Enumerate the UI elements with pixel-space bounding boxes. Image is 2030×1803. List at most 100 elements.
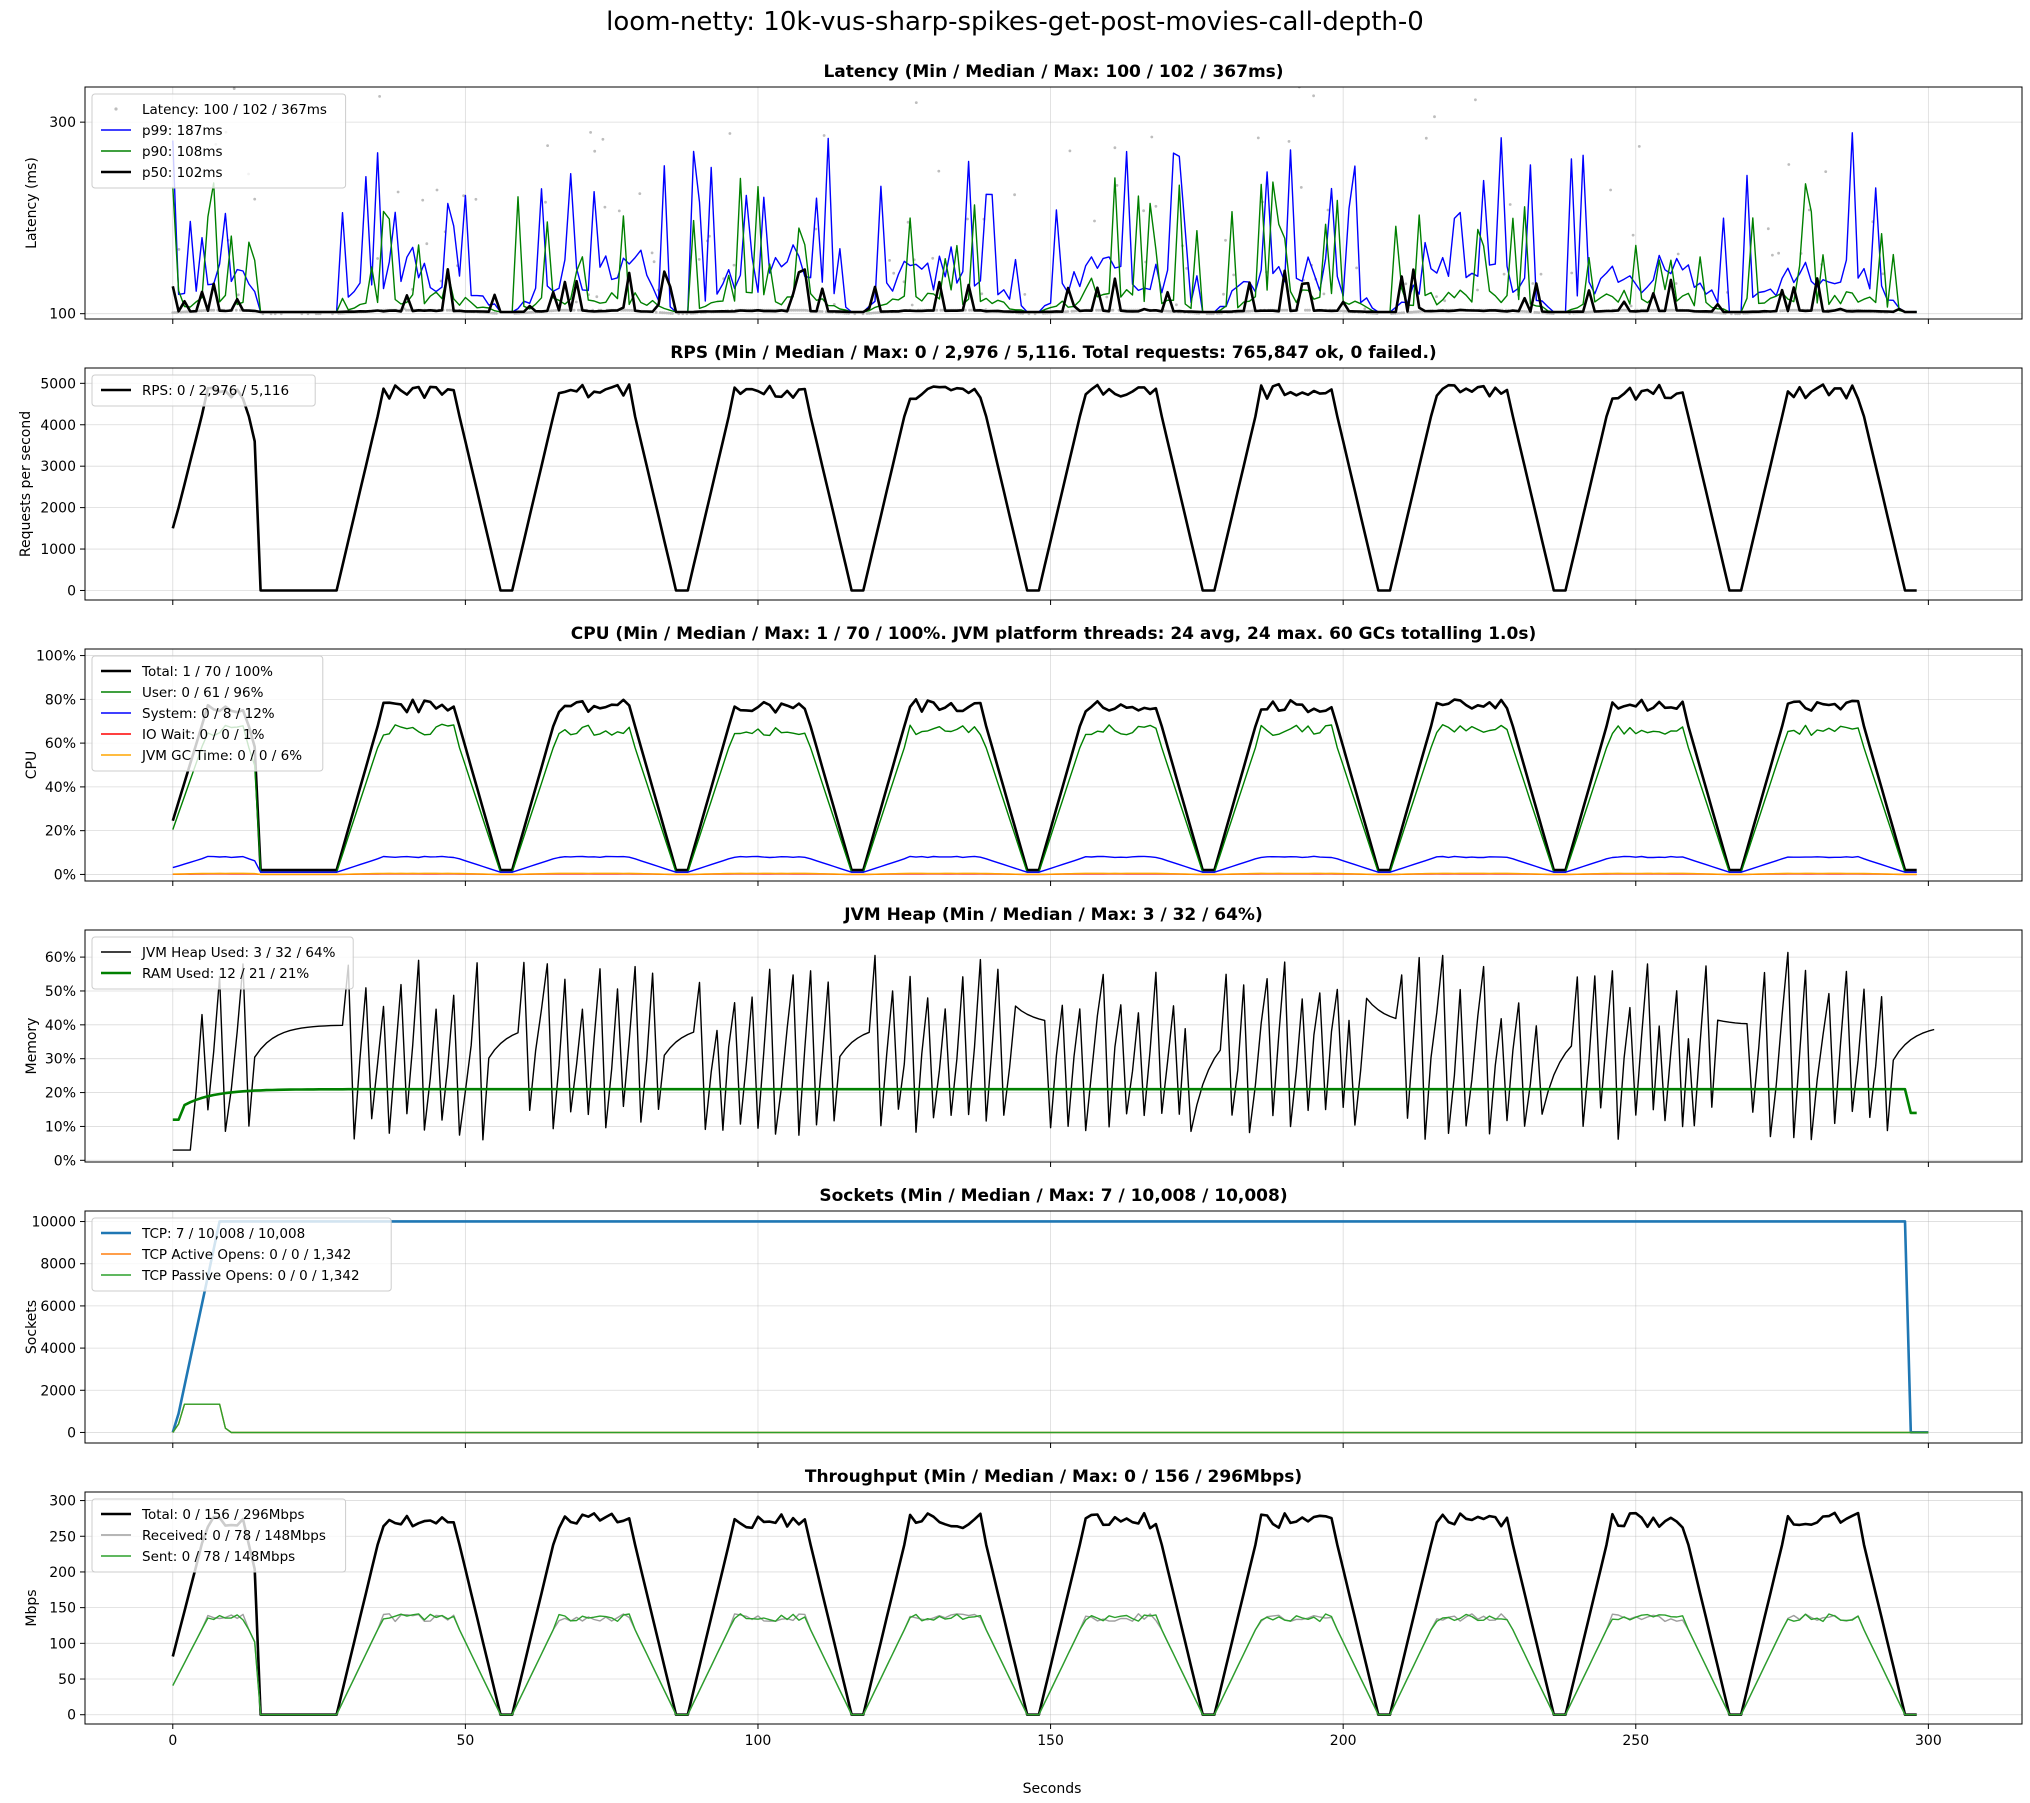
- latency-point: [564, 308, 568, 312]
- latency-point: [671, 312, 674, 315]
- x-tick-label: 250: [1622, 1733, 1649, 1749]
- heap-ytick-label: 30%: [45, 1052, 76, 1068]
- latency-point: [1283, 308, 1287, 312]
- latency-point: [529, 310, 533, 314]
- latency-point: [435, 188, 439, 192]
- latency-point: [1095, 308, 1098, 312]
- latency-point: [1719, 311, 1723, 315]
- latency-point: [820, 310, 824, 313]
- latency-point: [546, 144, 549, 148]
- latency-point: [806, 309, 810, 312]
- cpu-ylabel: CPU: [24, 751, 40, 779]
- latency-point: [1398, 311, 1401, 315]
- latency-point: [421, 198, 425, 202]
- latency-point: [1299, 186, 1303, 189]
- latency-point: [236, 293, 240, 297]
- latency-point: [1115, 184, 1119, 187]
- latency-point: [1363, 307, 1367, 311]
- latency-point: [937, 169, 941, 173]
- latency-point: [662, 311, 666, 315]
- latency-point: [931, 256, 935, 260]
- latency-point: [212, 308, 216, 312]
- latency-point: [1408, 310, 1412, 314]
- sockets-ytick-label: 10000: [31, 1215, 76, 1231]
- latency-point: [697, 258, 701, 261]
- latency-point: [527, 311, 531, 314]
- latency-point: [1013, 193, 1016, 197]
- latency-point: [1474, 98, 1477, 102]
- latency-point: [798, 308, 801, 312]
- latency-point: [1623, 308, 1627, 312]
- latency-point: [1281, 308, 1285, 312]
- rps-ytick-label: 1000: [40, 542, 76, 558]
- latency-point: [378, 95, 381, 98]
- latency-point: [1312, 94, 1315, 98]
- latency-point: [1066, 310, 1070, 313]
- heap-axes-frame: [84, 929, 2023, 1163]
- latency-point: [1789, 308, 1793, 312]
- throughput-ytick-label: 300: [49, 1494, 76, 1510]
- latency-point: [800, 308, 803, 312]
- sockets-series-2: [172, 1403, 1929, 1434]
- rps-axes-frame: [84, 367, 2023, 601]
- latency-point: [185, 310, 189, 314]
- latency-point: [445, 308, 449, 312]
- cpu-ytick-label: 20%: [45, 824, 76, 840]
- heap-legend-box: [91, 936, 354, 990]
- latency-legend-label: p90: 108ms: [142, 144, 223, 160]
- throughput-ytick-label: 0: [67, 1708, 76, 1724]
- latency-ylabel: Latency (ms): [24, 157, 40, 249]
- latency-plot-area: [171, 87, 1917, 316]
- heap-title: JVM Heap (Min / Median / Max: 3 / 32 / 6…: [843, 905, 1262, 925]
- latency-point: [1400, 311, 1404, 315]
- latency-point: [1416, 310, 1420, 313]
- latency-point: [552, 309, 556, 312]
- latency-point: [1531, 282, 1535, 285]
- latency-point: [1787, 163, 1791, 166]
- heap-grid: [85, 930, 2022, 1162]
- latency-point: [1715, 311, 1719, 315]
- latency-point: [941, 308, 945, 312]
- latency-point: [574, 300, 578, 304]
- latency-point: [1521, 310, 1524, 313]
- latency-legend-marker-0: [114, 107, 118, 111]
- latency-point: [910, 303, 914, 307]
- latency-point: [964, 308, 967, 312]
- latency-point: [576, 308, 580, 312]
- latency-point: [1308, 308, 1311, 312]
- cpu-ytick-label: 0%: [54, 867, 76, 883]
- sockets-ytick-label: 8000: [40, 1257, 76, 1273]
- latency-point: [1793, 308, 1797, 312]
- latency-point: [544, 200, 547, 204]
- latency-point: [669, 311, 672, 315]
- latency-point: [560, 308, 564, 312]
- latency-point: [980, 292, 984, 296]
- latency-point: [728, 132, 732, 135]
- sockets-ytick-label: 4000: [40, 1341, 76, 1357]
- panel-rps: RPS (Min / Median / Max: 0 / 2,976 / 5,1…: [18, 343, 2023, 605]
- rps-ytick-label: 0: [67, 583, 76, 599]
- latency-point: [525, 311, 529, 314]
- latency-point: [177, 248, 181, 251]
- latency-point: [1590, 310, 1594, 314]
- latency-point: [914, 101, 918, 104]
- rps-legend-label: RPS: 0 / 2,976 / 5,116: [142, 383, 289, 399]
- latency-point: [1232, 273, 1236, 277]
- latency-point: [1342, 309, 1346, 313]
- latency-point: [449, 308, 453, 312]
- latency-title: Latency (Min / Median / Max: 100 / 102 /…: [823, 62, 1283, 82]
- latency-series-1: [172, 132, 1917, 313]
- throughput-grid: [85, 1492, 2022, 1724]
- latency-point: [1674, 282, 1678, 285]
- heap-ytick-label: 10%: [45, 1119, 76, 1135]
- latency-point: [232, 87, 236, 90]
- latency-point: [624, 308, 627, 312]
- latency-point: [792, 308, 795, 312]
- cpu-ytick-label: 40%: [45, 780, 76, 796]
- latency-point: [1168, 309, 1172, 313]
- cpu-series-0: [171, 698, 1917, 872]
- latency-point: [447, 308, 451, 312]
- latency-point: [593, 149, 597, 153]
- latency-point: [1609, 188, 1612, 192]
- latency-point: [603, 205, 607, 209]
